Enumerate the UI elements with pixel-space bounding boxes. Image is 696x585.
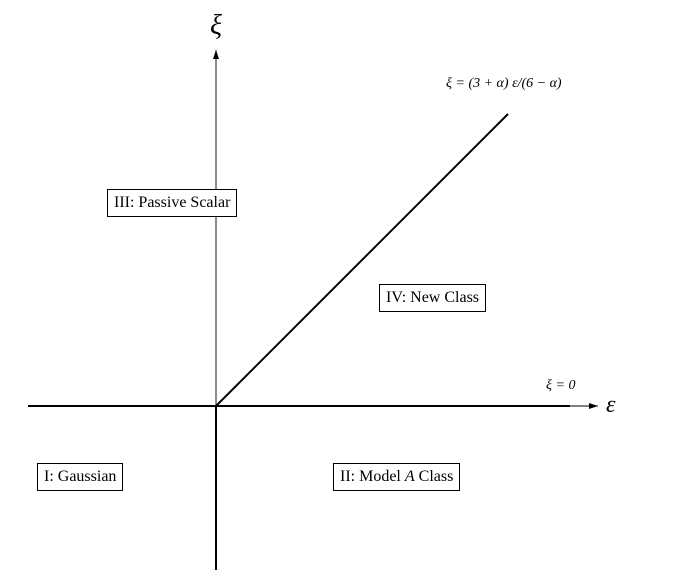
xi-axis-label: ξ bbox=[210, 10, 222, 41]
region-model-a-italic: A bbox=[404, 468, 415, 485]
region-model-a-suffix: Class bbox=[414, 468, 454, 485]
boundary-line bbox=[215, 113, 509, 407]
region-box-new-class: IV: New Class bbox=[379, 284, 487, 312]
region-model-a-prefix: II: Model bbox=[340, 468, 405, 485]
epsilon-axis-label: ε bbox=[606, 392, 616, 418]
region-box-model-a: II: Model A Class bbox=[333, 463, 461, 491]
xi-zero-label: ξ = 0 bbox=[546, 378, 576, 393]
boundary-line-label: ξ = (3 + α) ε/(6 − α) bbox=[446, 76, 562, 91]
region-box-gaussian: I: Gaussian bbox=[37, 463, 124, 491]
region-box-passive-scalar: III: Passive Scalar bbox=[107, 189, 238, 217]
